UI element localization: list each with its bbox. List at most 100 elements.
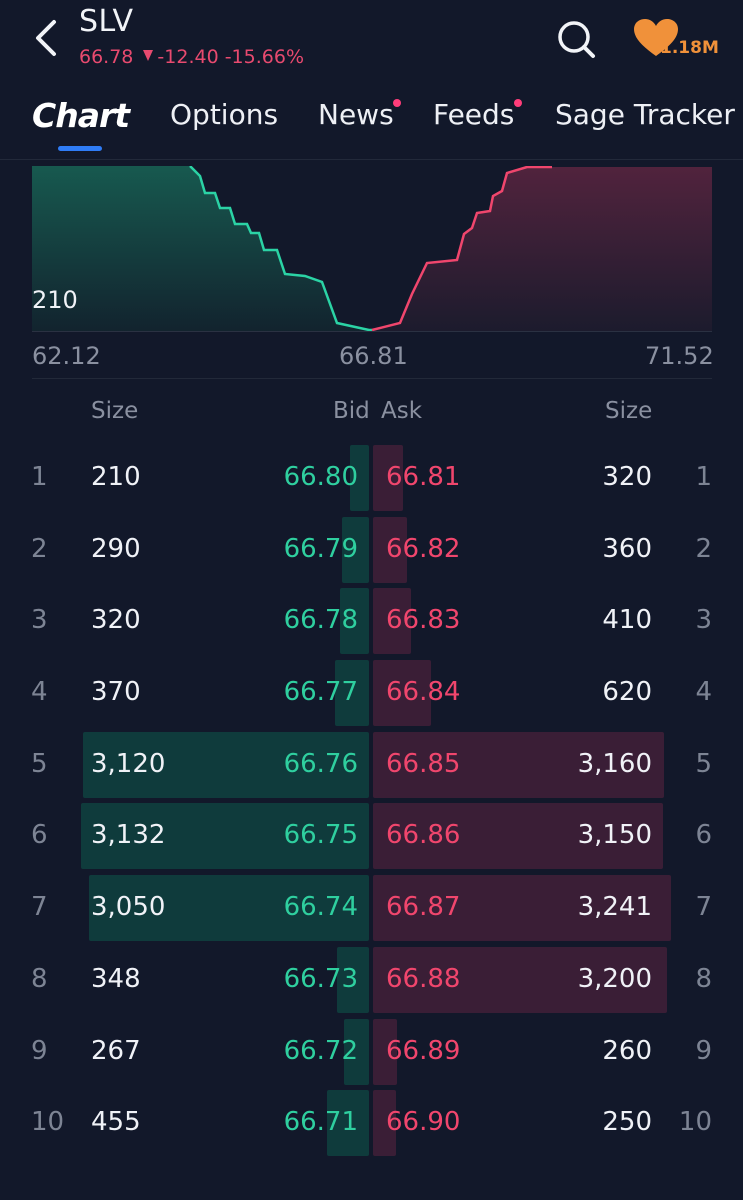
ask-price: 66.89	[386, 1036, 461, 1066]
bid-price: 66.73	[283, 964, 358, 994]
bid-depth-bar	[337, 947, 369, 1013]
bid-size: 210	[91, 462, 141, 492]
bid-price: 66.78	[283, 605, 358, 635]
ask-size: 250	[602, 1107, 652, 1137]
bid-depth-bar	[89, 875, 369, 941]
order-book-row[interactable]: 9 267 66.72 66.89 260 9	[0, 1019, 743, 1085]
bid-depth-bar	[342, 517, 369, 583]
bid-price: 66.80	[283, 462, 358, 492]
ask-price: 66.83	[386, 605, 461, 635]
ask-size: 260	[602, 1036, 652, 1066]
back-arrow-icon[interactable]	[30, 18, 64, 58]
bid-level: 9	[31, 1036, 48, 1066]
bid-level: 5	[31, 749, 48, 779]
order-book-row[interactable]: 3 320 66.78 66.83 410 3	[0, 588, 743, 654]
tab-sage-tracker[interactable]: Sage Tracker	[555, 98, 735, 131]
ask-size: 3,241	[577, 892, 652, 922]
bid-price: 66.79	[283, 534, 358, 564]
bid-size: 290	[91, 534, 141, 564]
bid-depth-bar	[350, 445, 369, 511]
bid-price: 66.76	[283, 749, 358, 779]
ask-level: 4	[695, 677, 712, 707]
order-book-row[interactable]: 5 3,120 66.76 66.85 3,160 5	[0, 732, 743, 798]
ask-price: 66.85	[386, 749, 461, 779]
ask-depth-bar	[373, 1019, 397, 1085]
news-unread-dot	[393, 99, 401, 107]
ask-size: 3,150	[577, 820, 652, 850]
ask-level: 2	[695, 534, 712, 564]
order-book-row[interactable]: 7 3,050 66.74 66.87 3,241 7	[0, 875, 743, 941]
bid-size: 370	[91, 677, 141, 707]
bid-price: 66.74	[283, 892, 358, 922]
ask-price: 66.87	[386, 892, 461, 922]
order-book-row[interactable]: 8 348 66.73 66.88 3,200 8	[0, 947, 743, 1013]
ask-level: 7	[695, 892, 712, 922]
bid-price: 66.75	[283, 820, 358, 850]
order-book-row[interactable]: 2 290 66.79 66.82 360 2	[0, 517, 743, 583]
ask-size: 360	[602, 534, 652, 564]
ask-price: 66.82	[386, 534, 461, 564]
ask-level: 1	[695, 462, 712, 492]
search-icon[interactable]	[555, 18, 597, 60]
ask-depth-bar	[373, 445, 403, 511]
bid-size: 3,050	[91, 892, 166, 922]
depth-size-label: 210	[32, 286, 78, 314]
ask-level: 10	[678, 1107, 712, 1137]
bid-level: 8	[31, 964, 48, 994]
active-tab-indicator	[58, 146, 102, 151]
depth-chart-baseline	[32, 331, 712, 332]
bid-depth-line	[189, 166, 372, 332]
ticker-symbol: SLV	[79, 4, 134, 39]
ask-price: 66.84	[386, 677, 461, 707]
bid-level: 2	[31, 534, 48, 564]
ask-depth-bar	[373, 1090, 396, 1156]
ask-size: 410	[602, 605, 652, 635]
bid-level: 7	[31, 892, 48, 922]
bid-depth-bar	[327, 1090, 369, 1156]
feeds-unread-dot	[514, 99, 522, 107]
bid-depth-bar	[344, 1019, 369, 1085]
depth-x-mid: 66.81	[339, 342, 408, 370]
ask-depth-area	[372, 167, 712, 332]
tab-news[interactable]: News	[318, 98, 394, 131]
order-book-row[interactable]: 6 3,132 66.75 66.86 3,150 6	[0, 803, 743, 869]
tabs-divider	[0, 159, 743, 160]
bid-size: 348	[91, 964, 141, 994]
ask-depth-bar	[373, 803, 663, 869]
ask-level: 8	[695, 964, 712, 994]
bid-price: 66.71	[283, 1107, 358, 1137]
bid-size: 320	[91, 605, 141, 635]
ask-price: 66.88	[386, 964, 461, 994]
ask-price: 66.86	[386, 820, 461, 850]
bid-depth-bar	[83, 732, 369, 798]
bid-size: 267	[91, 1036, 141, 1066]
ask-price: 66.81	[386, 462, 461, 492]
ask-level: 9	[695, 1036, 712, 1066]
ask-depth-bar	[373, 875, 671, 941]
down-arrow-icon	[143, 50, 154, 61]
ask-size: 3,160	[577, 749, 652, 779]
heart-icon[interactable]	[632, 18, 680, 58]
order-book-row[interactable]: 1 210 66.80 66.81 320 1	[0, 445, 743, 511]
bid-level: 4	[31, 677, 48, 707]
order-book-row[interactable]: 4 370 66.77 66.84 620 4	[0, 660, 743, 726]
ask-depth-line	[371, 166, 552, 332]
ask-price: 66.90	[386, 1107, 461, 1137]
ask-size: 620	[602, 677, 652, 707]
bid-size: 455	[91, 1107, 141, 1137]
tab-feeds[interactable]: Feeds	[433, 98, 515, 131]
price-change: -12.40	[157, 46, 219, 68]
order-book-row[interactable]: 10 455 66.71 66.90 250 10	[0, 1090, 743, 1156]
watch-count: 1.18M	[660, 38, 719, 58]
ask-depth-bar	[373, 588, 411, 654]
ask-depth-bar	[373, 660, 431, 726]
tab-options[interactable]: Options	[170, 98, 279, 131]
price-change-percent: -15.66%	[224, 46, 305, 68]
tab-chart[interactable]: Chart	[32, 96, 130, 135]
bid-level: 3	[31, 605, 48, 635]
ask-size: 320	[602, 462, 652, 492]
bid-depth-bar	[340, 588, 369, 654]
bid-depth-bar	[335, 660, 369, 726]
bid-price: 66.77	[283, 677, 358, 707]
ask-depth-bar	[373, 947, 667, 1013]
